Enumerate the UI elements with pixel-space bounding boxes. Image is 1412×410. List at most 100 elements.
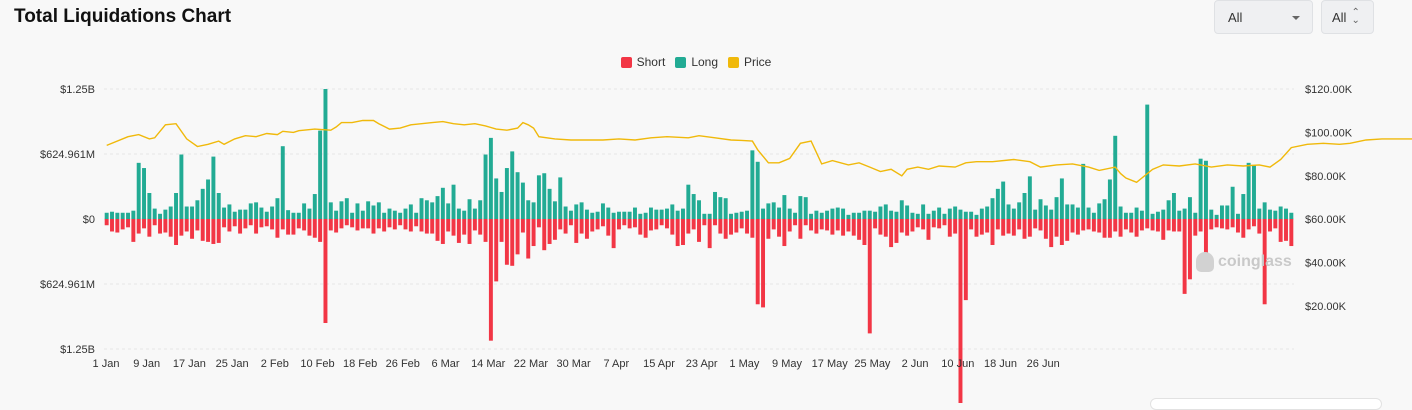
legend-item-short[interactable]: Short (620, 55, 666, 69)
legend-swatch-price (728, 56, 740, 68)
long-bar (222, 207, 227, 219)
long-bar (1017, 202, 1022, 219)
legend-item-price[interactable]: Price (728, 55, 771, 69)
long-bar (350, 212, 355, 219)
short-bar (921, 219, 926, 230)
short-bar (243, 219, 248, 229)
short-bar (1246, 219, 1251, 230)
short-bar (894, 219, 899, 243)
long-bar (734, 212, 739, 219)
legend-label-short: Short (636, 55, 666, 69)
short-bar (1006, 219, 1011, 234)
short-bar (478, 219, 483, 235)
long-bar (1049, 209, 1054, 219)
short-bar (387, 219, 392, 228)
long-bar (1257, 208, 1262, 219)
short-bar (542, 219, 547, 251)
short-bar (147, 219, 152, 237)
short-bar (681, 219, 685, 245)
short-bar (771, 219, 776, 230)
long-bar (206, 179, 211, 219)
long-bar (328, 202, 333, 219)
long-bar (1102, 199, 1107, 219)
long-bar (958, 209, 963, 219)
short-bar (686, 219, 691, 234)
long-bar (937, 207, 942, 219)
x-tick-label: 7 Apr (603, 358, 629, 370)
short-bar (590, 219, 595, 232)
short-bar (809, 219, 814, 231)
long-bar (995, 188, 1000, 219)
short-bar (713, 219, 717, 226)
long-bar (691, 194, 696, 219)
short-bar (883, 219, 888, 237)
coin-select[interactable]: All ⌃ ⌄ (1321, 0, 1374, 34)
short-bar (1049, 219, 1054, 248)
long-bar (766, 203, 771, 219)
short-bar (1225, 219, 1230, 230)
x-tick-label: 15 Apr (643, 358, 675, 370)
long-bar (942, 213, 947, 219)
long-bar (104, 212, 109, 219)
time-range-value: All (1228, 9, 1243, 25)
short-bar (499, 219, 504, 242)
long-bar (905, 205, 910, 219)
long-bar (857, 212, 862, 219)
short-bar (568, 219, 573, 226)
long-bar (1038, 199, 1043, 219)
legend-item-long[interactable]: Long (675, 55, 718, 69)
short-bar (318, 219, 323, 242)
x-tick-label: 18 Feb (343, 358, 377, 370)
short-bar (403, 219, 408, 230)
long-bar (216, 193, 221, 219)
short-bar (1182, 219, 1187, 294)
short-bar (787, 219, 792, 232)
short-bar (1273, 219, 1278, 229)
long-bar (552, 201, 557, 219)
long-bar (798, 196, 803, 219)
short-bar (456, 219, 461, 243)
long-bar (643, 212, 648, 219)
short-bar (1203, 219, 1208, 261)
long-bar (862, 210, 867, 219)
long-bar (147, 193, 152, 219)
long-bar (1129, 212, 1134, 219)
short-bar (782, 219, 787, 247)
short-bar (1107, 219, 1112, 238)
x-tick-label: 25 May (854, 358, 891, 370)
short-bar (979, 219, 984, 235)
long-bar (526, 200, 531, 219)
short-bar (873, 219, 878, 229)
y-left-tick-label: $624.961M (40, 149, 95, 161)
short-bar (825, 219, 830, 231)
short-bar (131, 219, 136, 242)
short-bar (472, 219, 477, 231)
long-bar (1262, 202, 1267, 219)
long-bar (1081, 163, 1086, 219)
short-bar (803, 219, 808, 226)
long-bar (611, 212, 616, 219)
bottom-panel-edge (1150, 398, 1382, 410)
long-bar (339, 201, 344, 219)
short-bar (579, 219, 584, 234)
short-bar (195, 219, 200, 231)
short-bar (1043, 219, 1048, 239)
long-bar (926, 213, 931, 219)
short-bar (232, 219, 237, 227)
short-bar (1129, 219, 1134, 233)
short-bar (275, 219, 280, 238)
short-bar (600, 219, 605, 227)
long-bar (270, 206, 275, 219)
long-bar (579, 202, 584, 219)
short-bar (814, 219, 819, 234)
short-bar (430, 219, 435, 234)
legend-swatch-short (620, 56, 632, 68)
short-bar (1236, 219, 1240, 233)
long-bar (467, 199, 472, 219)
long-bar (110, 211, 114, 219)
short-bar (1081, 219, 1086, 231)
time-range-select[interactable]: All (1214, 0, 1313, 34)
long-bar (1145, 104, 1150, 219)
short-bar (446, 219, 451, 232)
short-bar (1086, 219, 1091, 230)
